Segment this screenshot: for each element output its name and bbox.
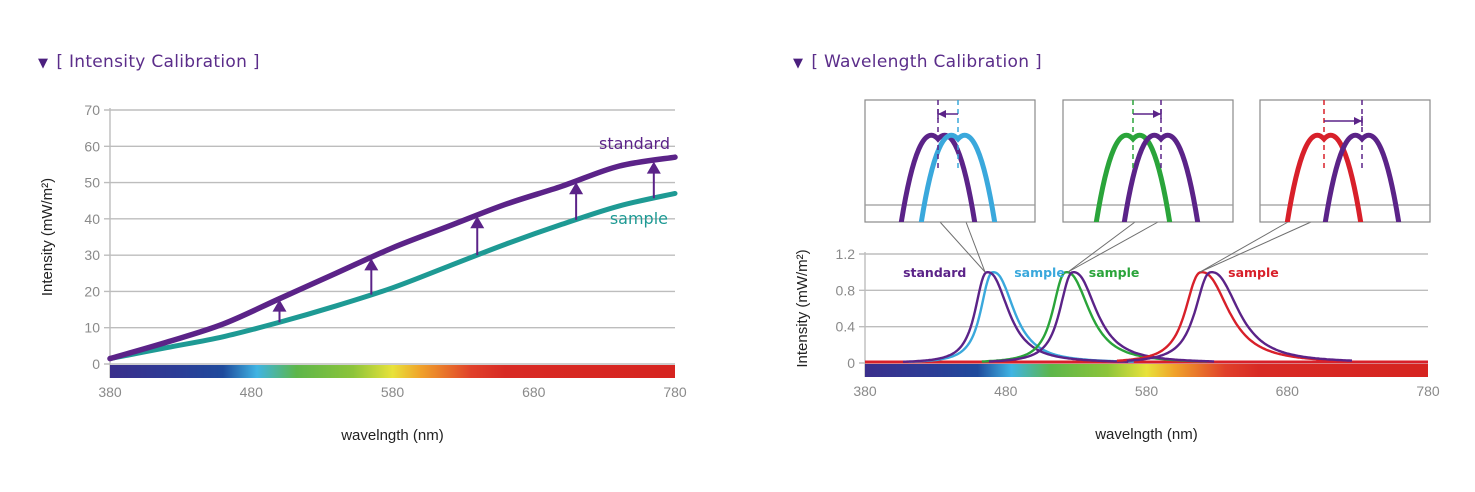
wavelength-calibration-title-text: [ Wavelength Calibration ] — [811, 52, 1042, 72]
intensity-calibration-title-text: [ Intensity Calibration ] — [56, 52, 260, 72]
zoom-connector-line — [1199, 221, 1312, 273]
intensity-chart: 0 10 20 30 40 50 60 70 380 480 580 680 780 wavelngth … — [39, 102, 687, 444]
x-tick-label: 480 — [240, 384, 264, 400]
calibration-arrowhead — [646, 161, 661, 174]
series-line-sample-red — [1116, 271, 1343, 362]
x-tick-label: 380 — [98, 384, 122, 400]
x-tick-label: 780 — [663, 384, 687, 400]
x-axis-title: wavelngth (nm) — [1094, 426, 1198, 443]
wavelength-calibration-title: ▼ [ Wavelength Calibration ] — [793, 52, 1042, 72]
y-tick-label: 60 — [84, 138, 100, 154]
wavelength-insets — [864, 99, 1431, 273]
y-tick-label: 50 — [84, 175, 100, 191]
intensity-calibration-title: ▼ [ Intensity Calibration ] — [38, 52, 260, 72]
x-axis-title: wavelngth (nm) — [340, 427, 444, 444]
y-tick-label: 10 — [84, 320, 100, 336]
zoom-connector-line — [965, 221, 986, 273]
legend-label-sample-blue: sample — [1014, 265, 1065, 280]
calibration-arrowhead — [272, 299, 287, 312]
inset-frame — [864, 99, 1036, 223]
series-line-standard-green — [988, 271, 1215, 363]
inset-zoom-red — [1199, 99, 1431, 273]
series-line-sample — [107, 190, 678, 362]
zoom-connector-line — [1199, 221, 1289, 273]
y-tick-label: 0.4 — [836, 319, 856, 335]
series-line-standard-red — [1126, 271, 1352, 362]
legend-label-sample-green: sample — [1089, 265, 1140, 280]
triangle-down-icon: ▼ — [793, 56, 804, 71]
spectrum-bar — [110, 365, 675, 378]
y-tick-label: 0 — [847, 355, 855, 371]
wavelength-chart: 0 0.4 0.8 1.2 380 480 580 680 780 wavelngth (nm) I… — [794, 246, 1440, 443]
inset-frame — [1062, 99, 1234, 223]
x-tick-label: 380 — [853, 383, 877, 399]
x-tick-label: 780 — [1416, 383, 1440, 399]
zoom-connector-line — [1067, 221, 1159, 273]
x-tick-label: 580 — [1135, 383, 1159, 399]
spectrum-bar — [865, 364, 1428, 377]
calibration-arrowhead — [364, 258, 379, 271]
series-line-standard — [107, 154, 678, 362]
legend-label-standard: standard — [903, 265, 966, 280]
x-tick-label: 480 — [994, 383, 1018, 399]
y-axis-title: Intensity (mW/m²) — [39, 178, 56, 296]
y-tick-label: 70 — [84, 102, 100, 118]
y-tick-label: 0.8 — [836, 282, 856, 298]
x-tick-label: 580 — [381, 384, 405, 400]
zoom-connector-line — [1067, 221, 1136, 273]
calibration-arrowhead — [470, 216, 485, 229]
zoom-connector-line — [939, 221, 986, 273]
shift-arrowhead — [938, 110, 946, 118]
shift-arrowhead — [1153, 110, 1161, 118]
legend-label-sample-red: sample — [1228, 265, 1279, 280]
y-tick-label: 40 — [84, 211, 100, 227]
y-tick-label: 1.2 — [836, 246, 856, 262]
y-tick-label: 0 — [92, 356, 100, 372]
legend-label-standard: standard — [599, 134, 670, 153]
triangle-down-icon: ▼ — [38, 56, 49, 71]
y-tick-label: 20 — [84, 283, 100, 299]
shift-arrowhead — [1354, 117, 1362, 125]
series-line-standard-blue — [902, 270, 1129, 363]
inset-zoom-green — [1062, 99, 1234, 273]
calibration-arrowhead — [569, 182, 584, 195]
y-tick-label: 30 — [84, 247, 100, 263]
x-tick-label: 680 — [522, 384, 546, 400]
y-axis-title: Intensity (mW/m²) — [794, 249, 811, 367]
x-tick-label: 680 — [1276, 383, 1300, 399]
legend-label-sample: sample — [610, 209, 668, 228]
inset-zoom-blue — [864, 99, 1036, 273]
